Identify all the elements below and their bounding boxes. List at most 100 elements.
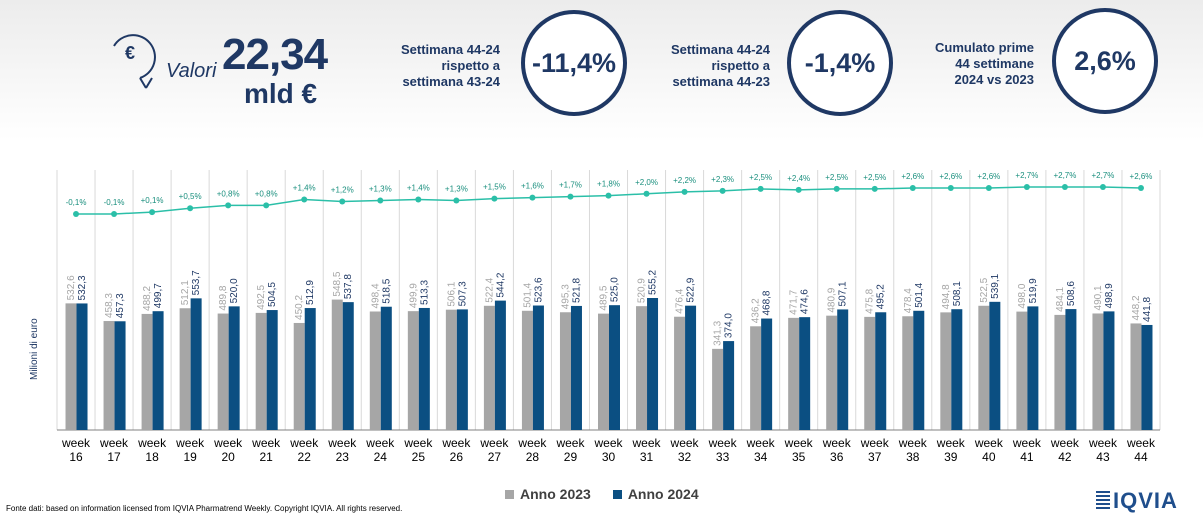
x-tick-label: week xyxy=(708,436,738,450)
x-tick-label: 24 xyxy=(374,450,388,464)
bar-2024 xyxy=(1065,309,1077,430)
bar-value-label-2024: 520,0 xyxy=(229,278,240,303)
bar-value-label-2024: 508,6 xyxy=(1066,281,1077,306)
bar-2024 xyxy=(266,310,278,430)
growth-label: +0,8% xyxy=(217,189,240,198)
x-tick-label: week xyxy=(403,436,433,450)
bar-2023 xyxy=(141,313,153,430)
x-tick-label: week xyxy=(746,436,776,450)
growth-point xyxy=(947,184,954,191)
bar-value-label-2023: 490,1 xyxy=(1093,285,1104,310)
bar-value-label-2024: 555,2 xyxy=(648,270,659,295)
bar-value-label-2023: 512,1 xyxy=(180,280,191,305)
bar-value-label-2023: 458,3 xyxy=(104,293,115,318)
growth-label: +1,4% xyxy=(407,184,430,193)
bar-value-label-2023: 341,3 xyxy=(713,320,724,345)
growth-label: +1,8% xyxy=(597,180,620,189)
bar-2023 xyxy=(864,316,876,430)
growth-label: +2,6% xyxy=(901,172,924,181)
x-tick-label: 19 xyxy=(183,450,197,464)
growth-label: +1,7% xyxy=(559,181,582,190)
bar-2024 xyxy=(723,341,735,430)
x-tick-label: week xyxy=(822,436,852,450)
bar-value-label-2024: 507,1 xyxy=(838,281,849,306)
bar-2024 xyxy=(761,318,773,430)
bar-2024 xyxy=(494,300,506,430)
growth-point xyxy=(263,202,270,209)
bar-2024 xyxy=(114,321,126,430)
growth-label: -0,1% xyxy=(104,198,125,207)
x-tick-label: week xyxy=(974,436,1004,450)
kpi-3-description: Cumulato prime 44 settimane 2024 vs 2023 xyxy=(935,40,1034,87)
bar-2024 xyxy=(342,302,354,430)
growth-label: +2,3% xyxy=(711,175,734,184)
bar-2024 xyxy=(647,298,659,430)
bar-2024 xyxy=(190,298,202,430)
growth-label: +0,8% xyxy=(255,189,278,198)
bar-2024 xyxy=(228,306,240,430)
x-tick-label: 23 xyxy=(336,450,350,464)
growth-point xyxy=(1061,184,1068,190)
growth-label: -0,1% xyxy=(66,198,87,207)
bar-value-label-2023: 476,4 xyxy=(675,288,686,313)
bar-value-label-2023: 532,6 xyxy=(66,275,77,300)
bar-2024 xyxy=(570,305,582,430)
growth-point xyxy=(871,185,878,192)
growth-point xyxy=(605,192,612,199)
x-tick-label: 39 xyxy=(944,450,958,464)
growth-point xyxy=(301,196,308,203)
svg-text:€: € xyxy=(125,43,135,63)
weekly-sales-chart: 532,6 458,3 488,2 512,1 489,8 492,5 450,2 548,5… xyxy=(56,170,1161,464)
bar-value-label-2024: 513,3 xyxy=(419,279,430,304)
logo-bars-icon xyxy=(1096,491,1110,511)
bar-2023 xyxy=(712,348,724,430)
x-tick-label: 37 xyxy=(868,450,882,464)
growth-point xyxy=(415,196,422,203)
x-tick-label: 17 xyxy=(107,450,121,464)
x-tick-label: 36 xyxy=(830,450,844,464)
bar-2024 xyxy=(799,317,811,430)
x-tick-label: 27 xyxy=(488,450,502,464)
x-tick-label: week xyxy=(61,436,91,450)
bar-value-label-2024: 512,9 xyxy=(305,280,316,305)
kpi-2-value: -1,4% xyxy=(787,10,893,116)
bar-value-label-2023: 480,9 xyxy=(827,287,838,312)
x-tick-label: 42 xyxy=(1058,450,1072,464)
growth-label: +1,4% xyxy=(293,184,316,193)
bar-value-label-2023: 484,1 xyxy=(1055,286,1066,311)
growth-point xyxy=(339,198,346,205)
bar-value-label-2023: 475,8 xyxy=(865,288,876,313)
growth-label: +1,5% xyxy=(483,183,506,192)
bar-2024 xyxy=(380,306,392,430)
growth-label: +2,7% xyxy=(1091,171,1114,180)
bar-2023 xyxy=(1016,311,1028,430)
valori-unit: mld € xyxy=(244,78,318,109)
iqvia-logo: IQVIA xyxy=(1096,488,1178,514)
x-tick-label: week xyxy=(632,436,662,450)
bar-2023 xyxy=(483,305,495,430)
x-tick-label: week xyxy=(289,436,319,450)
bar-value-label-2024: 507,3 xyxy=(457,281,468,306)
growth-point xyxy=(73,211,80,217)
growth-point xyxy=(985,184,992,191)
growth-label: +0,5% xyxy=(179,192,202,201)
x-tick-label: week xyxy=(365,436,395,450)
growth-point xyxy=(795,186,802,193)
bar-2023 xyxy=(255,312,267,430)
bar-2023 xyxy=(826,315,838,430)
bar-value-label-2023: 488,2 xyxy=(142,285,153,310)
x-tick-label: 32 xyxy=(678,450,692,464)
x-tick-label: week xyxy=(441,436,471,450)
x-tick-label: week xyxy=(670,436,700,450)
bar-value-label-2024: 522,9 xyxy=(686,277,697,302)
growth-point xyxy=(757,185,764,192)
bar-value-label-2023: 489,8 xyxy=(218,285,229,310)
bar-value-label-2023: 450,2 xyxy=(294,295,305,320)
x-tick-label: week xyxy=(784,436,814,450)
x-tick-label: 22 xyxy=(298,450,312,464)
bar-2023 xyxy=(559,312,571,430)
x-tick-label: week xyxy=(175,436,205,450)
bar-2024 xyxy=(913,310,925,430)
growth-label: +2,5% xyxy=(825,173,848,182)
x-tick-label: week xyxy=(860,436,890,450)
